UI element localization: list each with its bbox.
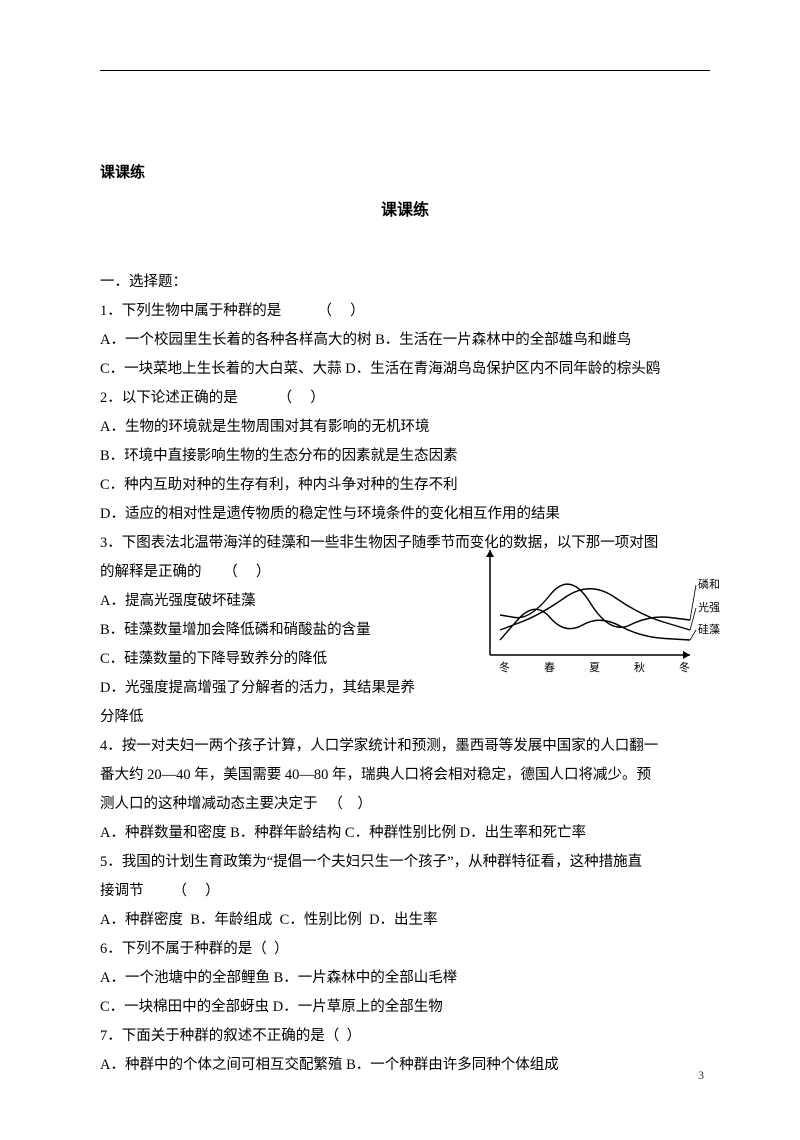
q6-options-cd: C．一块棉田中的全部蚜虫 D．一片草原上的全部生物 [100, 993, 710, 1022]
q2-option-c: C．种内互助对种的生存有利，种内斗争对种的生存不利 [100, 471, 710, 500]
svg-text:冬: 冬 [679, 660, 690, 674]
q2-stem: 2．以下论述正确的是 （ ） [100, 384, 710, 413]
q2-option-a: A．生物的环境就是生物周围对其有影响的无机环境 [100, 413, 710, 442]
top-rule [100, 70, 710, 71]
q4-options: A．种群数量和密度 B．种群年龄结构 C．种群性别比例 D．出生率和死亡率 [100, 819, 710, 848]
q4-l3: 测人口的这种增减动态主要决定于 （ ） [100, 790, 710, 819]
q2-option-b: B．环境中直接影响生物的生态分布的因素就是生态因素 [100, 442, 710, 471]
q4-l2: 番大约 20—40 年，美国需要 40—80 年，瑞典人口将会相对稳定，德国人口… [100, 761, 710, 790]
q6-options-ab: A．一个池塘中的全部鲤鱼 B．一片森林中的全部山毛榉 [100, 964, 710, 993]
q7-options-ab: A．种群中的个体之间可相互交配繁殖 B．一个种群由许多同种个体组成 [100, 1051, 710, 1080]
svg-text:冬: 冬 [499, 660, 510, 674]
q2-option-d: D．适应的相对性是遗传物质的稳定性与环境条件的变化相互作用的结果 [100, 500, 710, 529]
svg-text:春: 春 [544, 661, 555, 674]
q3-option-d-l2: 分降低 [100, 703, 710, 732]
svg-text:秋: 秋 [634, 660, 645, 674]
svg-text:夏: 夏 [589, 661, 600, 674]
q3-option-a: A．提高光强度破坏硅藻 [100, 587, 470, 616]
q3-options-wrap: A．提高光强度破坏硅藻 B．硅藻数量增加会降低磷和硝酸盐的含量 C．硅藻数量的下… [100, 587, 470, 703]
svg-text:磷和硝酸盐: 磷和硝酸盐 [698, 577, 720, 591]
title-small: 课课练 [100, 161, 710, 182]
q6-stem: 6．下列不属于种群的是（ ） [100, 935, 710, 964]
q1-options-cd: C．一块菜地上生长着的大白菜、大蒜 D．生活在青海湖鸟岛保护区内不同年龄的棕头鸥 [100, 355, 710, 384]
section-heading: 一．选择题： [100, 268, 710, 297]
q1-stem: 1．下列生物中属于种群的是 （ ） [100, 297, 710, 326]
q4-l1: 4．按一对夫妇一两个孩子计算，人口学家统计和预测，墨西哥等发展中国家的人口翻一 [100, 732, 710, 761]
title-center: 课课练 [100, 196, 710, 220]
seasonal-chart: 磷和硝酸盐光强度硅藻冬 春 夏 秋 冬 [480, 540, 720, 675]
q7-stem: 7．下面关于种群的叙述不正确的是（ ） [100, 1022, 710, 1051]
page-number: 3 [698, 1068, 704, 1083]
q1-options-ab: A．一个校园里生长着的各种各样高大的树 B．生活在一片森林中的全部雄鸟和雌鸟 [100, 326, 710, 355]
q5-options: A．种群密度 B．年龄组成 C．性别比例 D．出生率 [100, 906, 710, 935]
q3-option-c: C．硅藻数量的下降导致养分的降低 [100, 645, 470, 674]
q3-option-d-l1: D．光强度提高增强了分解者的活力，其结果是养 [100, 674, 470, 703]
q5-l1: 5．我国的计划生育政策为“提倡一个夫妇只生一个孩子”，从种群特征看，这种措施直 [100, 848, 710, 877]
q3-option-b: B．硅藻数量增加会降低磷和硝酸盐的含量 [100, 616, 470, 645]
chart-svg: 磷和硝酸盐光强度硅藻冬 春 夏 秋 冬 [480, 540, 720, 675]
q5-l2: 接调节 （ ） [100, 877, 710, 906]
svg-text:硅藻: 硅藻 [698, 623, 720, 636]
svg-text:光强度: 光强度 [698, 600, 720, 614]
